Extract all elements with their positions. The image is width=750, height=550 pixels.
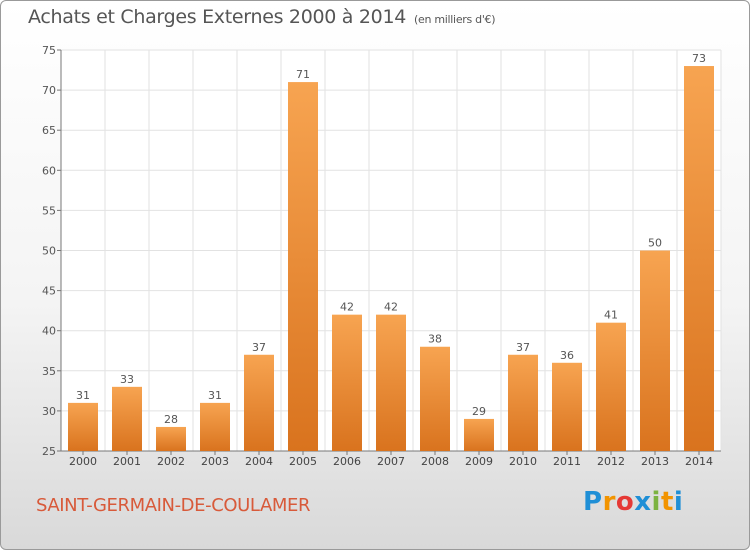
logo-letter: x: [634, 487, 652, 517]
bar-value-label: 42: [340, 301, 354, 314]
chart-title-text: Achats et Charges Externes 2000 à 2014: [28, 6, 407, 28]
bar: [200, 402, 230, 451]
y-tick-label: 55: [42, 204, 56, 217]
logo-letter: i: [651, 487, 661, 517]
x-tick-label: 2003: [201, 455, 229, 468]
bar: [420, 346, 450, 451]
x-tick-label: 2009: [465, 455, 493, 468]
bar: [464, 418, 494, 451]
bars: [68, 66, 714, 451]
bar: [508, 354, 538, 451]
chart-title: Achats et Charges Externes 2000 à 2014 (e…: [28, 6, 496, 28]
bar: [596, 322, 626, 451]
y-tick-label: 70: [42, 84, 56, 97]
chart-unit: (en milliers d'€): [414, 13, 496, 26]
x-tick-label: 2007: [377, 455, 405, 468]
bar: [640, 250, 670, 451]
bar: [288, 82, 318, 451]
logo-letter: P: [583, 487, 603, 517]
bar-value-label: 71: [296, 68, 310, 81]
y-tick-label: 35: [42, 365, 56, 378]
town-name: SAINT-GERMAIN-DE-COULAMER: [36, 495, 311, 516]
x-tick-label: 2004: [245, 455, 273, 468]
bar-value-label: 33: [120, 373, 134, 386]
bar-value-label: 73: [692, 52, 706, 65]
logo-letter: i: [673, 487, 684, 517]
data-labels: 31 33 28 31 37 71 42 42 38 29 37 36 41 50 73: [76, 52, 706, 426]
logo-letter: o: [615, 487, 635, 517]
bar: [68, 402, 98, 451]
bar: [332, 314, 362, 451]
logo-letter: t: [660, 487, 674, 517]
bar-value-label: 28: [164, 413, 178, 426]
x-tick-label: 2002: [157, 455, 185, 468]
proxiti-logo[interactable]: Proxiti: [583, 487, 683, 517]
x-tick-label: 2010: [509, 455, 537, 468]
x-tick-label: 2014: [685, 455, 713, 468]
x-tick-label: 2005: [289, 455, 317, 468]
x-tick-label: 2012: [597, 455, 625, 468]
x-tick-label: 2000: [69, 455, 97, 468]
bar: [112, 386, 142, 451]
x-tick-label: 2011: [553, 455, 581, 468]
bar-value-label: 31: [76, 389, 90, 402]
y-tick-label: 65: [42, 124, 56, 137]
bar-value-label: 31: [208, 389, 222, 402]
y-tick-label: 30: [42, 405, 56, 418]
bar: [376, 314, 406, 451]
y-tick-label: 40: [42, 325, 56, 338]
bar-value-label: 41: [604, 309, 618, 322]
bar-value-label: 42: [384, 301, 398, 314]
bar: [244, 354, 274, 451]
bar: [552, 362, 582, 451]
y-tick-label: 45: [42, 285, 56, 298]
y-tick-label: 25: [42, 445, 56, 458]
y-tick-label: 60: [42, 164, 56, 177]
bar-value-label: 37: [516, 341, 530, 354]
x-tick-label: 2013: [641, 455, 669, 468]
bar-value-label: 36: [560, 349, 574, 362]
bar-value-label: 37: [252, 341, 266, 354]
bar: [684, 66, 714, 451]
x-tick-label: 2001: [113, 455, 141, 468]
x-tick-label: 2006: [333, 455, 361, 468]
x-tick-label: 2008: [421, 455, 449, 468]
logo-letter: r: [602, 487, 616, 517]
bar-value-label: 29: [472, 405, 486, 418]
y-tick-label: 75: [42, 44, 56, 57]
bar-value-label: 38: [428, 333, 442, 346]
bar-value-label: 50: [648, 237, 662, 250]
bar: [156, 426, 186, 451]
y-tick-label: 50: [42, 245, 56, 258]
